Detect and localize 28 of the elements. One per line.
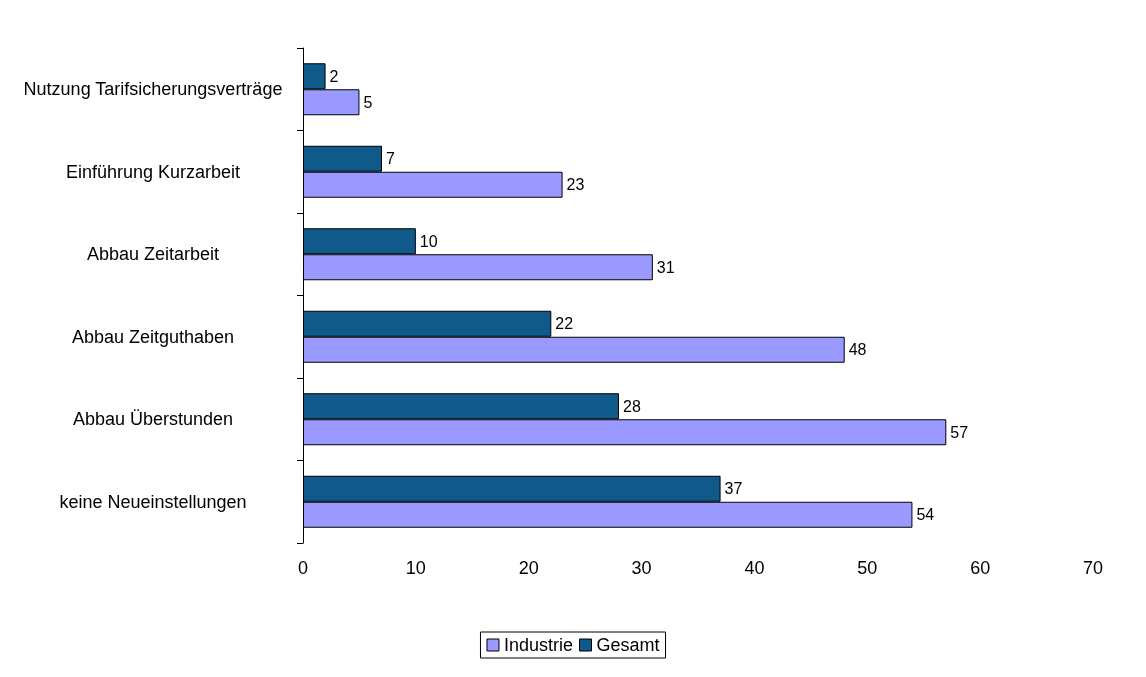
x-tick-label: 30: [631, 558, 652, 578]
y-tick-label: Abbau Zeitguthaben: [71, 326, 235, 347]
x-tick-label: 20: [518, 558, 539, 578]
data-label: 54: [916, 506, 935, 524]
x-tick-label: 0: [297, 558, 309, 578]
data-label: 10: [419, 232, 438, 250]
y-tick-label: Einführung Kurzarbeit: [65, 161, 241, 182]
x-tick-label: 60: [970, 558, 991, 578]
data-label: 31: [656, 258, 675, 276]
data-label: 48: [848, 341, 867, 359]
data-label: 37: [724, 480, 743, 498]
data-label: 22: [555, 315, 574, 333]
y-tick-label: Abbau Überstunden: [72, 409, 234, 430]
data-label: 28: [623, 397, 641, 415]
x-tick-label: 10: [405, 558, 426, 578]
x-tick-label: 50: [857, 558, 878, 578]
y-tick-label: Abbau Zeitarbeit: [86, 244, 220, 265]
data-label: 23: [566, 176, 585, 194]
data-label: 5: [363, 93, 373, 111]
data-label: 7: [386, 150, 395, 168]
data-label: 57: [950, 423, 969, 441]
x-tick-label: 70: [1082, 558, 1104, 578]
y-tick-label: Nutzung Tarifsicherungsverträge: [23, 79, 283, 100]
legend-label: Industrie: [503, 635, 574, 655]
y-tick-label: keine Neueinstellungen: [59, 491, 247, 512]
data-label: 2: [329, 67, 339, 85]
legend-label: Gesamt: [596, 635, 660, 655]
x-tick-label: 40: [744, 558, 765, 578]
